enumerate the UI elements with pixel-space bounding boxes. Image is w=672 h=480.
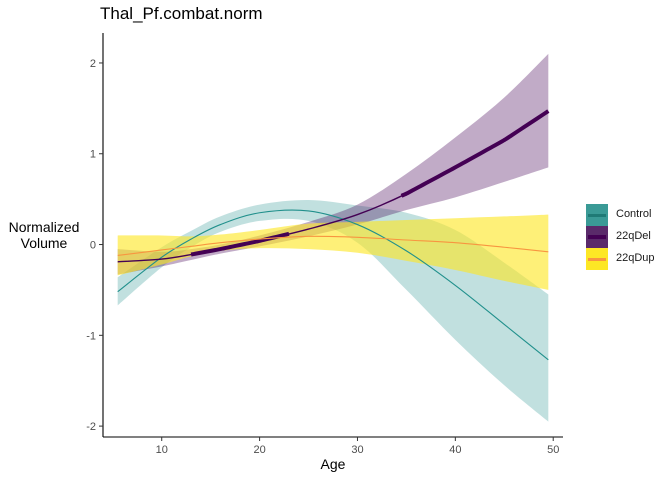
x-tick-label-50: 50 (547, 444, 559, 456)
legend: Control 22qDel 22qDup (586, 204, 672, 270)
confidence-bands (117, 53, 549, 422)
legend-key-control (586, 204, 608, 226)
x-tick-label-10: 10 (156, 444, 168, 456)
axes: 10 20 30 40 50 -2 -1 0 1 2 (86, 33, 563, 456)
x-tick-label-40: 40 (449, 444, 461, 456)
legend-label-22qdel: 22qDel (616, 230, 651, 242)
y-tick-label--1: -1 (86, 330, 96, 342)
y-tick-label--2: -2 (86, 421, 96, 433)
x-tick-label-20: 20 (253, 444, 265, 456)
legend-key-22qdel (586, 226, 608, 248)
legend-item-22qdel: 22qDel (586, 226, 672, 248)
x-axis-label: Age (320, 456, 346, 472)
y-axis-label-line-1: Normalized (8, 219, 80, 235)
legend-label-control: Control (616, 208, 652, 220)
series-lines (117, 109, 550, 361)
y-axis-label: Normalized Volume (2, 219, 86, 251)
legend-item-22qdup: 22qDup (586, 248, 672, 270)
legend-item-control: Control (586, 204, 672, 226)
y-axis-label-line-2: Volume (20, 235, 68, 251)
y-tick-label-1: 1 (90, 149, 96, 161)
legend-label-22qdup: 22qDup (616, 252, 655, 264)
legend-key-22qdup (586, 248, 608, 270)
y-tick-label-0: 0 (90, 240, 96, 252)
y-tick-label-2: 2 (90, 58, 96, 70)
band-22qdup (117, 214, 549, 290)
line-control (117, 209, 549, 361)
line-22qdel-significant-1 (400, 109, 550, 198)
x-tick-label-30: 30 (351, 444, 363, 456)
line-22qdup (117, 235, 549, 256)
chart-title: Thal_Pf.combat.norm (100, 4, 263, 23)
